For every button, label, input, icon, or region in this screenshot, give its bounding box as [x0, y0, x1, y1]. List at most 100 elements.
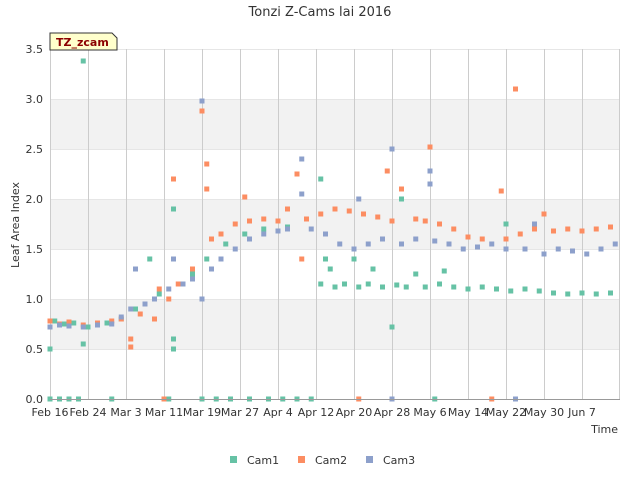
data-point-cam1 [394, 282, 400, 288]
data-point-cam3 [152, 296, 157, 302]
data-point-cam3 [66, 323, 72, 329]
data-point-cam3 [475, 244, 480, 250]
data-point-cam2 [218, 231, 224, 237]
x-tick-label: May 6 [413, 406, 446, 419]
data-point-cam1 [380, 284, 385, 290]
data-point-cam2 [166, 296, 172, 302]
data-point-cam2 [551, 228, 556, 234]
data-point-cam1 [71, 320, 77, 326]
data-point-cam3 [380, 236, 385, 242]
data-point-cam1 [204, 256, 210, 262]
data-point-cam1 [47, 346, 53, 352]
data-point-cam1 [171, 206, 176, 212]
data-point-cam3 [365, 241, 371, 247]
legend-swatch-cam3 [366, 456, 373, 463]
data-point-cam3 [171, 256, 176, 262]
data-point-cam3 [356, 196, 362, 202]
data-point-cam1 [536, 288, 542, 294]
data-point-cam2 [579, 228, 585, 234]
data-point-cam2 [437, 221, 442, 227]
data-point-cam1 [593, 291, 599, 297]
data-point-cam2 [384, 168, 390, 174]
x-tick-label: Apr 12 [298, 406, 335, 419]
data-point-cam1 [80, 58, 86, 64]
data-point-cam2 [199, 108, 205, 114]
data-point-cam3 [323, 231, 328, 237]
data-point-cam3 [598, 246, 604, 252]
data-point-cam1 [370, 266, 376, 272]
data-point-cam3 [190, 276, 195, 282]
y-tick-label: 2.5 [26, 143, 44, 156]
y-tick-label: 0.0 [26, 393, 44, 406]
x-tick-label: Mar 11 [145, 406, 183, 419]
data-point-cam2 [517, 231, 523, 237]
y-axis-ticks: 0.0 0.5 1.0 1.5 2.0 2.5 3.0 3.5 [26, 43, 44, 406]
data-point-cam2 [47, 318, 53, 324]
data-point-cam1 [422, 284, 428, 290]
data-point-cam1 [551, 290, 556, 296]
legend: Cam1 Cam2 Cam3 [230, 454, 415, 467]
data-point-cam2 [541, 211, 547, 217]
data-point-cam3 [199, 98, 205, 104]
data-point-cam3 [261, 231, 267, 237]
x-tick-label: Apr 4 [263, 406, 293, 419]
data-point-cam2 [156, 286, 162, 292]
data-point-cam2 [346, 208, 352, 214]
y-tick-label: 2.0 [26, 193, 44, 206]
data-point-cam2 [593, 226, 599, 232]
x-axis-ticks: Feb 16 Feb 24 Mar 3 Mar 11 Mar 19 Mar 27 Apr 4… [32, 406, 596, 419]
data-point-cam2 [152, 316, 157, 322]
data-point-cam3 [555, 246, 561, 252]
data-point-cam2 [503, 236, 509, 242]
x-tick-label: Mar 27 [221, 406, 259, 419]
data-point-cam1 [403, 284, 409, 290]
data-point-cam3 [337, 241, 343, 247]
data-point-cam3 [275, 228, 281, 234]
data-point-cam1 [318, 176, 324, 182]
data-point-cam3 [209, 266, 214, 272]
y-tick-label: 3.5 [26, 43, 44, 56]
data-point-cam3 [128, 306, 134, 312]
data-point-cam1 [565, 291, 571, 297]
data-point-cam1 [522, 286, 528, 292]
x-tick-label: Feb 16 [32, 406, 69, 419]
badge: TZ_zcam [49, 32, 118, 51]
data-point-cam2 [285, 206, 290, 212]
legend-label-cam1: Cam1 [247, 454, 279, 467]
data-point-cam1 [156, 291, 162, 297]
data-point-cam3 [570, 248, 575, 254]
data-point-cam2 [209, 236, 214, 242]
data-point-cam1 [494, 286, 499, 292]
data-point-cam1 [327, 266, 333, 272]
data-point-cam2 [261, 216, 267, 222]
badge-label: TZ_zcam [56, 36, 109, 49]
x-tick-label: Mar 19 [183, 406, 221, 419]
data-point-cam2 [137, 311, 143, 317]
data-point-cam3 [118, 314, 124, 320]
data-point-cam1 [104, 320, 110, 326]
data-point-cam2 [247, 218, 252, 224]
data-point-cam1 [451, 284, 457, 290]
data-point-cam3 [232, 246, 238, 252]
data-point-cam2 [498, 188, 504, 194]
data-point-cam3 [299, 191, 305, 197]
data-point-cam3 [247, 236, 252, 242]
x-tick-label: May 22 [486, 406, 526, 419]
data-point-cam3 [413, 236, 419, 242]
data-point-cam2 [232, 221, 238, 227]
data-point-cam2 [66, 319, 72, 325]
data-point-cam1 [52, 318, 58, 324]
data-point-cam2 [451, 226, 457, 232]
x-tick-label: Mar 3 [110, 406, 141, 419]
data-point-cam3 [446, 241, 452, 247]
y-tick-label: 1.0 [26, 293, 44, 306]
data-point-cam3 [427, 181, 433, 187]
data-point-cam3 [166, 286, 172, 292]
data-point-cam1 [171, 336, 176, 342]
data-point-cam2 [175, 281, 181, 287]
data-point-cam1 [133, 306, 138, 312]
y-tick-label: 0.5 [26, 343, 44, 356]
data-point-cam3 [95, 322, 100, 328]
badge-shape [49, 32, 118, 51]
data-point-cam1 [223, 241, 229, 247]
